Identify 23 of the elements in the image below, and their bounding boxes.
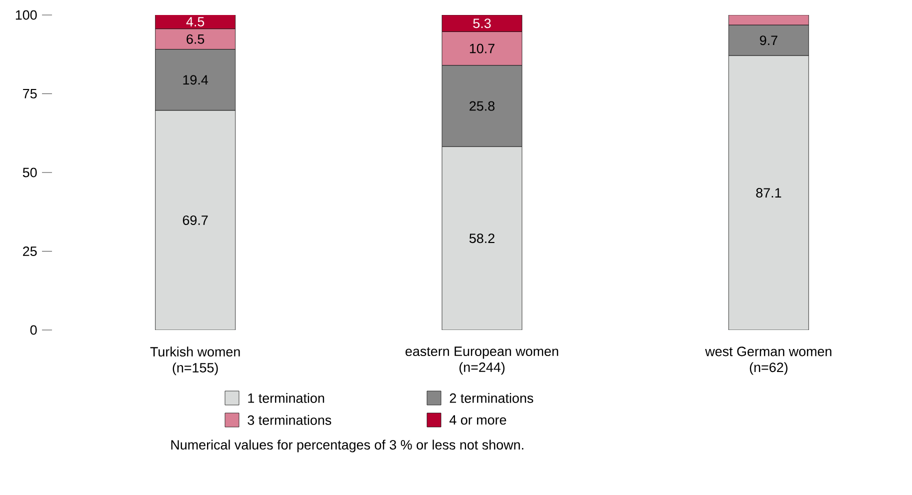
y-tick-label: 100 (16, 10, 37, 20)
data-label: 69.7 (182, 215, 208, 225)
legend-label: 2 terminations (450, 393, 534, 403)
data-label: 58.2 (469, 234, 494, 244)
data-label: 19.4 (183, 75, 208, 85)
data-label: 4.5 (186, 17, 204, 26)
data-label: 25.8 (470, 101, 495, 111)
legend-label: 3 terminations (248, 415, 332, 425)
data-label: 10.7 (470, 44, 494, 54)
y-tick-label: 75 (23, 89, 37, 98)
x-tick-label: eastern European women (n=244) (406, 346, 558, 375)
y-tick-label: 0 (30, 325, 37, 335)
x-tick-label: Turkish women (n=155) (150, 346, 240, 376)
data-label: 6.5 (186, 34, 204, 44)
data-label: 9.7 (760, 36, 778, 46)
legend-label: 4 or more (450, 415, 506, 425)
text: Numerical values for percentages of 3 % or less not shown. (171, 440, 524, 452)
y-tick-label: 25 (23, 246, 37, 256)
data-label: 5.3 (473, 18, 491, 28)
data-label: 87.1 (756, 188, 782, 198)
legend-label: 1 termination (248, 393, 324, 403)
x-tick-label: west German women (n=62) (705, 346, 832, 375)
y-tick-label: 50 (22, 168, 37, 178)
